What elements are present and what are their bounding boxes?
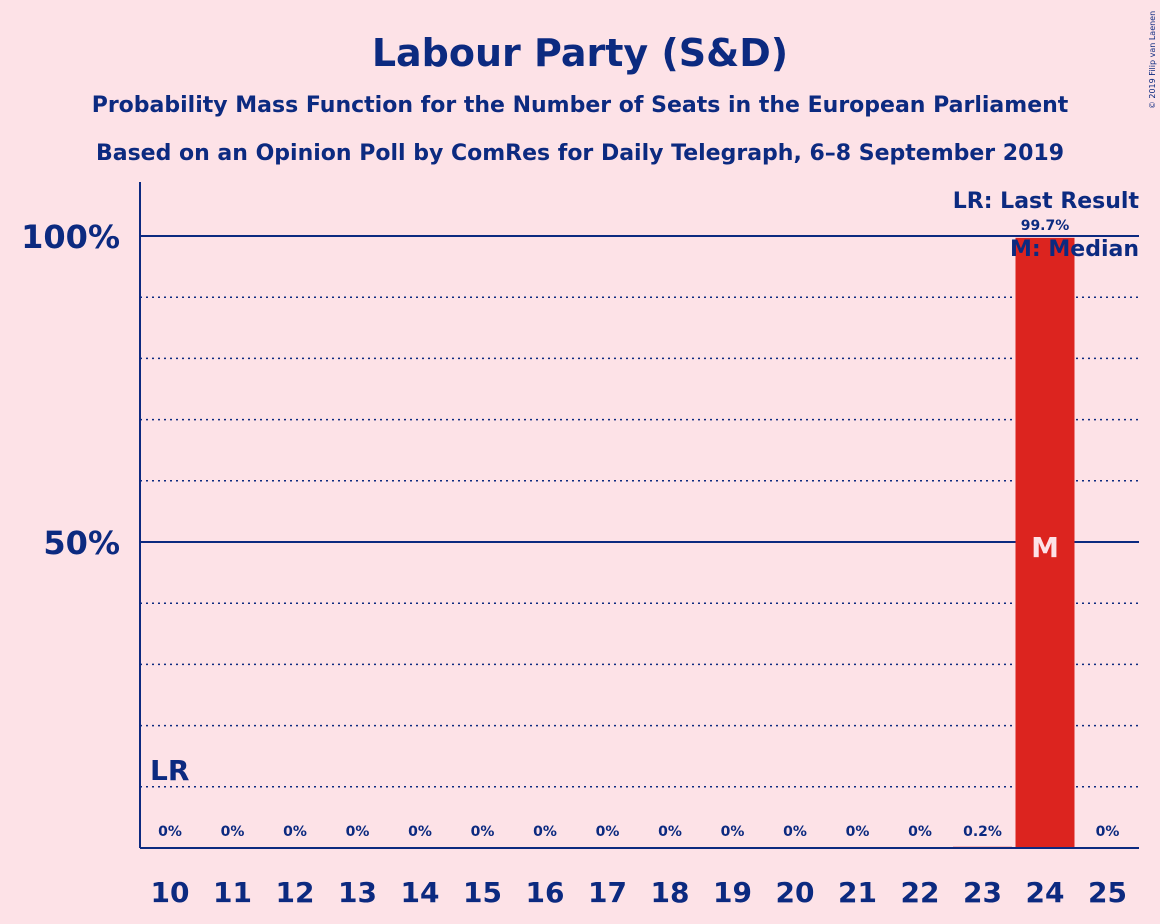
x-tick-label: 19 xyxy=(713,876,752,909)
data-label: 0% xyxy=(658,824,682,840)
data-label: 0% xyxy=(783,824,807,840)
x-tick-label: 14 xyxy=(401,876,440,909)
data-label: 99.7% xyxy=(1021,218,1070,234)
y-tick-label: 100% xyxy=(21,218,120,256)
legend-median: M: Median xyxy=(1010,237,1139,262)
x-tick-label: 13 xyxy=(338,876,377,909)
x-tick-label: 23 xyxy=(963,876,1002,909)
x-tick-label: 20 xyxy=(776,876,815,909)
x-tick-label: 11 xyxy=(213,876,252,909)
chart-subtitle-2: Based on an Opinion Poll by ComRes for D… xyxy=(96,141,1064,166)
data-label: 0% xyxy=(908,824,932,840)
data-label: 0% xyxy=(158,824,182,840)
x-tick-label: 16 xyxy=(526,876,565,909)
data-label: 0% xyxy=(596,824,620,840)
x-tick-label: 21 xyxy=(838,876,877,909)
data-label: 0% xyxy=(471,824,495,840)
x-tick-label: 18 xyxy=(651,876,690,909)
legend-last-result: LR: Last Result xyxy=(953,189,1140,214)
bar xyxy=(1015,237,1075,848)
x-tick-label: 22 xyxy=(901,876,940,909)
median-marker: M xyxy=(1031,531,1059,564)
x-tick-label: 17 xyxy=(588,876,627,909)
data-label: 0.2% xyxy=(963,824,1002,840)
copyright: © 2019 Filip van Laenen xyxy=(1148,11,1157,109)
data-label: 0% xyxy=(1096,824,1120,840)
data-label: 0% xyxy=(221,824,245,840)
data-label: 0% xyxy=(721,824,745,840)
chart-title: Labour Party (S&D) xyxy=(372,31,788,75)
x-tick-label: 24 xyxy=(1026,876,1065,909)
data-label: 0% xyxy=(846,824,870,840)
last-result-marker: LR xyxy=(150,754,189,787)
x-tick-label: 12 xyxy=(276,876,315,909)
x-tick-label: 15 xyxy=(463,876,502,909)
plot-area: 50%100%0% 0% 0% 0% 0% 0% 0% 0% 0% 0% 0% 0% 0% 0.2%99.… xyxy=(21,182,1139,909)
x-tick-label: 25 xyxy=(1088,876,1127,909)
chart-subtitle-1: Probability Mass Function for the Number… xyxy=(92,93,1069,118)
data-label: 0% xyxy=(283,824,307,840)
y-tick-label: 50% xyxy=(43,524,120,562)
data-label: 0% xyxy=(408,824,432,840)
data-label: 0% xyxy=(533,824,557,840)
x-tick-label: 10 xyxy=(151,876,190,909)
data-label: 0% xyxy=(346,824,370,840)
